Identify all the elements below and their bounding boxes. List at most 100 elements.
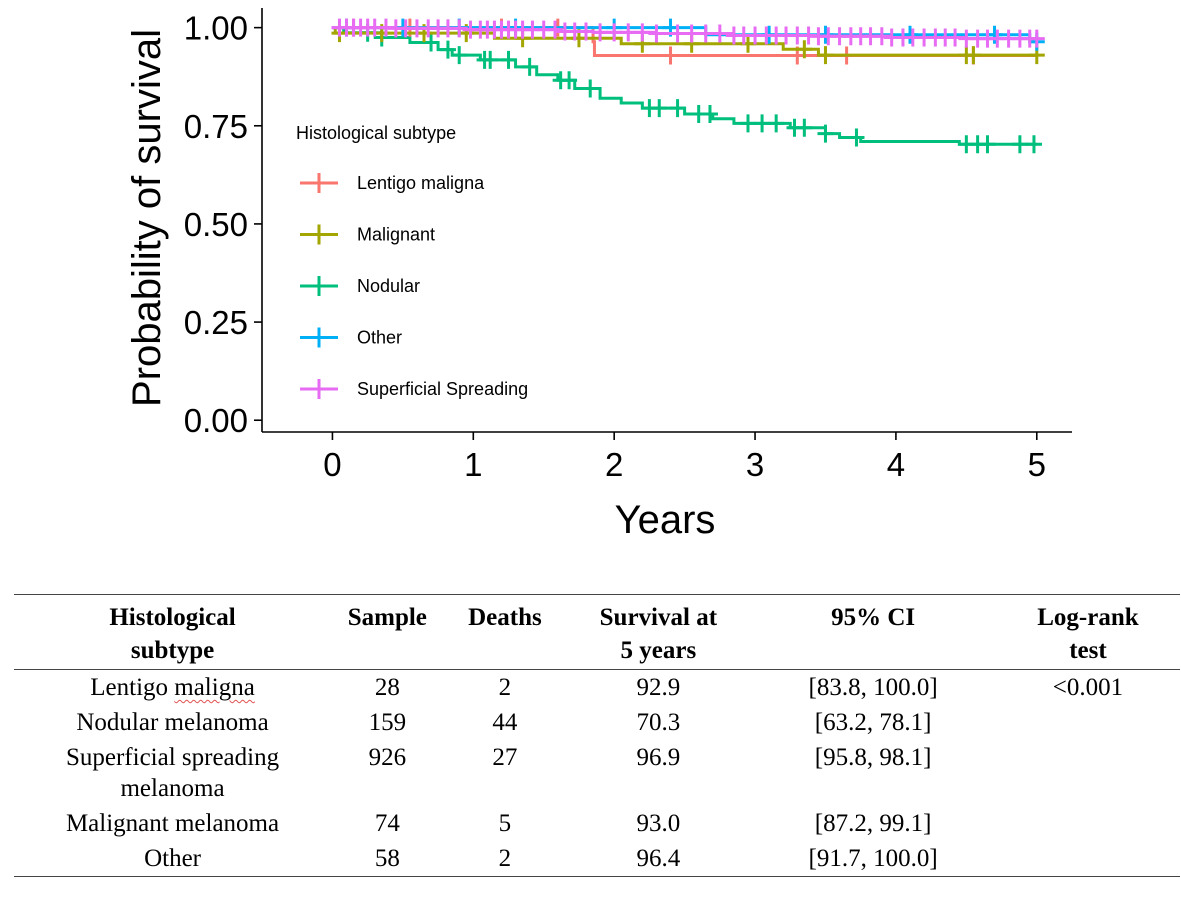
header-deaths: Deaths xyxy=(468,604,542,631)
legend-label: Malignant xyxy=(357,225,435,245)
legend-key xyxy=(300,224,338,245)
legend-label: Superficial Spreading xyxy=(357,379,528,399)
censor-mark xyxy=(902,25,918,44)
x-axis-title: Years xyxy=(615,498,716,542)
table-row: Superficial spreading melanoma 926 27 96.… xyxy=(14,740,1180,806)
legend-key xyxy=(300,276,338,296)
cell-survival: 92.9 xyxy=(636,674,681,701)
header-ci: 95% CI xyxy=(831,604,916,631)
censor-mark xyxy=(651,99,668,118)
x-tick-label: 5 xyxy=(1028,446,1046,483)
legend-item-lentigo-maligna: Lentigo maligna xyxy=(300,173,485,193)
series-lines xyxy=(331,18,1045,154)
cell-subtype: Nodular melanoma xyxy=(76,709,269,736)
y-tick-label: 1.00 xyxy=(184,10,248,47)
table-row: Nodular melanoma 159 44 70.3 [63.2, 78.1… xyxy=(14,705,1180,740)
censor-mark xyxy=(697,24,714,43)
cell-subtype: Lentigo maligna xyxy=(90,674,255,701)
censor-mark xyxy=(669,99,686,118)
table-row: Lentigo maligna 28 2 92.9 [83.8, 100.0] … xyxy=(14,670,1180,706)
censor-mark xyxy=(701,105,718,123)
km-chart: 0.00 0.25 0.50 0.75 1.00 0 1 2 3 4 5 Histological … xyxy=(125,8,1072,542)
axes: 0.00 0.25 0.50 0.75 1.00 0 1 2 3 4 5 xyxy=(184,8,1072,483)
censor-mark xyxy=(965,46,982,65)
cell-sample: 74 xyxy=(374,810,400,837)
legend-label: Nodular xyxy=(357,276,420,296)
x-tick-label: 4 xyxy=(887,446,905,483)
legend: Histological subtype Lentigo maligna Malig… xyxy=(296,123,528,399)
cell-logrank xyxy=(996,841,1180,877)
cell-sample: 28 xyxy=(374,674,400,701)
censor-mark xyxy=(683,24,700,43)
header-survival: Survival at 5 years xyxy=(599,604,718,664)
censor-mark xyxy=(768,114,785,133)
table-header-row: Histological subtype Sample Deaths Surviv… xyxy=(14,594,1180,670)
censor-mark xyxy=(606,23,623,42)
cell-survival: 96.9 xyxy=(636,744,681,771)
cell-subtype: Other xyxy=(144,845,201,872)
header-logrank: Log-rank test xyxy=(1037,604,1139,664)
censor-mark xyxy=(754,114,771,133)
censor-mark xyxy=(711,24,728,43)
header-subtype: Histological subtype xyxy=(109,604,236,664)
series-nodular xyxy=(332,23,1042,154)
cell-logrank xyxy=(996,705,1180,740)
legend-item-nodular: Nodular xyxy=(300,276,420,296)
km-plot: 0.00 0.25 0.50 0.75 1.00 0 1 2 3 4 5 Histological … xyxy=(125,8,1072,542)
censor-mark xyxy=(817,46,834,65)
cell-subtype: Malignant melanoma xyxy=(65,810,280,837)
cell-deaths: 2 xyxy=(498,674,512,701)
y-axis-title: Probability of survival xyxy=(125,29,169,407)
cell-survival: 70.3 xyxy=(636,709,681,736)
cell-sample: 926 xyxy=(368,744,407,771)
cell-ci: [87.2, 99.1] xyxy=(814,810,932,837)
legend-key xyxy=(300,327,338,348)
censor-mark xyxy=(521,57,538,76)
cell-deaths: 27 xyxy=(492,744,518,771)
censor-mark xyxy=(1028,29,1045,48)
legend-label: Other xyxy=(357,328,402,348)
censor-mark xyxy=(740,114,756,133)
y-tick-label: 0.25 xyxy=(184,304,248,341)
censor-mark xyxy=(482,50,499,69)
censor-mark xyxy=(979,135,996,154)
x-tick-label: 2 xyxy=(605,446,623,483)
y-tick-label: 0.50 xyxy=(184,206,248,243)
results-table: Histological subtype Sample Deaths Surviv… xyxy=(14,594,1180,877)
censor-mark xyxy=(578,22,594,41)
cell-logrank xyxy=(996,806,1180,841)
legend-item-superficial-spreading: Superficial Spreading xyxy=(300,379,528,399)
cell-deaths: 2 xyxy=(498,845,512,872)
censor-mark xyxy=(439,40,456,59)
legend-title: Histological subtype xyxy=(296,123,456,143)
censor-mark xyxy=(648,24,665,43)
cell-deaths: 5 xyxy=(498,810,512,837)
censor-mark xyxy=(451,46,468,65)
censor-mark xyxy=(662,46,679,65)
censor-mark xyxy=(423,33,440,52)
censor-mark xyxy=(796,118,813,137)
censor-mark xyxy=(796,40,813,59)
header-sample: Sample xyxy=(347,604,427,631)
censor-mark xyxy=(500,50,517,69)
cell-logrank: <0.001 xyxy=(1052,674,1124,701)
censor-mark xyxy=(848,128,865,147)
cell-logrank xyxy=(996,740,1180,806)
censor-mark xyxy=(1011,135,1028,154)
censor-mark xyxy=(582,79,599,98)
cell-ci: [83.8, 100.0] xyxy=(808,674,938,701)
censor-mark xyxy=(561,71,578,90)
cell-survival: 93.0 xyxy=(636,810,681,837)
legend-item-malignant: Malignant xyxy=(300,224,435,245)
cell-sample: 58 xyxy=(374,845,400,872)
series-superficial-spreading xyxy=(331,18,1045,48)
legend-key xyxy=(300,379,338,399)
x-tick-label: 1 xyxy=(464,446,482,483)
legend-key xyxy=(300,173,338,193)
cell-deaths: 44 xyxy=(492,709,518,736)
cell-ci: [63.2, 78.1] xyxy=(814,709,932,736)
table-row: Other 58 2 96.4 [91.7, 100.0] xyxy=(14,841,1180,877)
censor-mark xyxy=(634,23,651,42)
censor-mark xyxy=(1025,135,1042,154)
legend-item-other: Other xyxy=(300,327,402,348)
